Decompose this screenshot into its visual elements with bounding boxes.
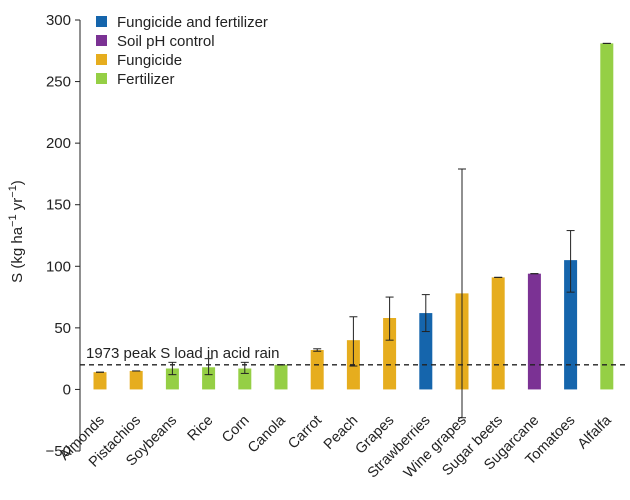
category-label: Canola (245, 412, 289, 456)
error-bars (96, 42, 611, 419)
category-label: Carrot (285, 413, 325, 453)
y-axis-title-part: ) (9, 180, 26, 185)
bar (491, 277, 505, 390)
legend-swatch (96, 16, 107, 27)
bar (527, 273, 541, 390)
y-tick-label: −50 (46, 443, 71, 460)
y-axis-title-text: S (kg ha−1 yr−1) (7, 180, 26, 283)
reference-line-label: 1973 peak S load in acid rain (86, 345, 279, 362)
legend-label: Fertilizer (117, 71, 175, 88)
y-tick-label: 200 (46, 135, 71, 152)
legend-label: Fungicide (117, 52, 182, 69)
y-axis-title: S (kg ha−1 yr−1) (7, 180, 26, 283)
y-tick-label: 250 (46, 74, 71, 91)
legend-swatch (96, 73, 107, 84)
legend-swatch (96, 54, 107, 65)
bar (129, 370, 143, 390)
category-label: Corn (219, 413, 253, 447)
y-tick-label: 100 (46, 258, 71, 275)
bar (93, 372, 107, 390)
category-label: Rice (185, 413, 217, 445)
y-axis-title-part: yr (9, 198, 26, 215)
bar (600, 43, 614, 390)
bar (202, 367, 216, 390)
legend-swatch (96, 35, 107, 46)
bar (274, 364, 288, 390)
y-tick-label: 150 (46, 197, 71, 214)
y-tick-label: 300 (46, 12, 71, 29)
y-tick-label: 50 (54, 320, 71, 337)
legend: Fungicide and fertilizer Soil pH control F… (96, 14, 268, 88)
y-axis-title-part: S (kg ha (9, 226, 26, 283)
y-axis-title-exponent: −1 (7, 185, 19, 198)
category-label: Alfalfa (575, 412, 615, 452)
legend-label: Soil pH control (117, 33, 215, 50)
bar (383, 318, 397, 390)
legend-label: Fungicide and fertilizer (117, 14, 268, 31)
bars (93, 43, 614, 390)
reference-line-group: 1973 peak S load in acid rain (80, 345, 626, 366)
y-axis-title-exponent: −1 (7, 214, 19, 227)
y-axis: −50 0 50 100 150 200 250 300 (46, 12, 81, 460)
bar (165, 368, 179, 390)
bar (310, 350, 324, 390)
y-tick-label: 0 (63, 381, 71, 398)
bar (419, 313, 433, 390)
